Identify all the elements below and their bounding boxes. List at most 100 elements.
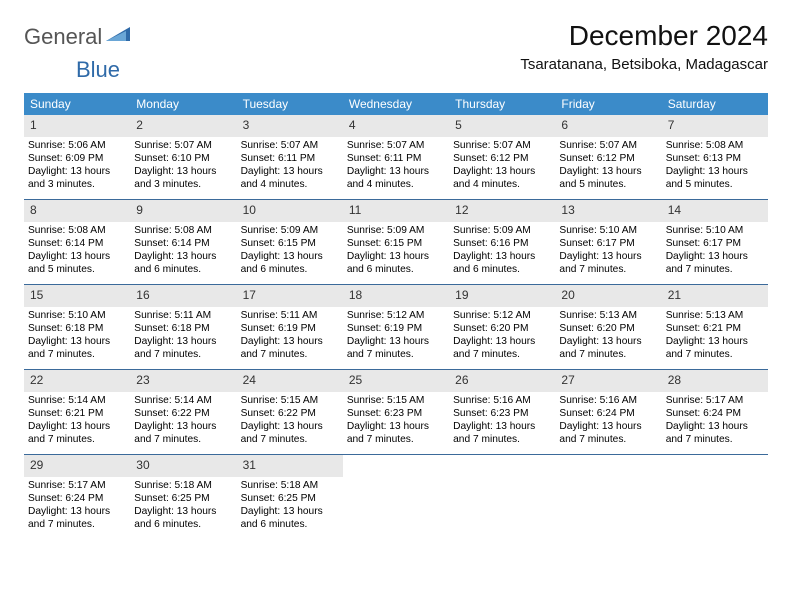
day-number: 16 xyxy=(130,285,236,307)
daylight-text: Daylight: 13 hours and 6 minutes. xyxy=(449,250,555,277)
sunset-text: Sunset: 6:23 PM xyxy=(343,407,449,420)
calendar: Sunday Monday Tuesday Wednesday Thursday… xyxy=(24,93,768,539)
sunrise-text: Sunrise: 5:10 AM xyxy=(24,309,130,322)
sunset-text: Sunset: 6:20 PM xyxy=(449,322,555,335)
sunrise-text: Sunrise: 5:12 AM xyxy=(449,309,555,322)
sunrise-text: Sunrise: 5:18 AM xyxy=(237,479,343,492)
daylight-text: Daylight: 13 hours and 7 minutes. xyxy=(555,250,661,277)
day-header-fri: Friday xyxy=(555,93,661,115)
sunset-text: Sunset: 6:15 PM xyxy=(237,237,343,250)
daylight-text: Daylight: 13 hours and 3 minutes. xyxy=(130,165,236,192)
sunrise-text: Sunrise: 5:13 AM xyxy=(662,309,768,322)
day-cell: 2 Sunrise: 5:07 AM Sunset: 6:10 PM Dayli… xyxy=(130,115,236,199)
daylight-text: Daylight: 13 hours and 5 minutes. xyxy=(24,250,130,277)
sunset-text: Sunset: 6:10 PM xyxy=(130,152,236,165)
day-header-mon: Monday xyxy=(130,93,236,115)
sunset-text: Sunset: 6:17 PM xyxy=(662,237,768,250)
day-number: 5 xyxy=(449,115,555,137)
day-number: 8 xyxy=(24,200,130,222)
day-cell: 18 Sunrise: 5:12 AM Sunset: 6:19 PM Dayl… xyxy=(343,285,449,369)
weeks-container: 1 Sunrise: 5:06 AM Sunset: 6:09 PM Dayli… xyxy=(24,115,768,539)
day-header-row: Sunday Monday Tuesday Wednesday Thursday… xyxy=(24,93,768,115)
sunset-text: Sunset: 6:23 PM xyxy=(449,407,555,420)
sunset-text: Sunset: 6:18 PM xyxy=(24,322,130,335)
sunset-text: Sunset: 6:24 PM xyxy=(662,407,768,420)
daylight-text: Daylight: 13 hours and 7 minutes. xyxy=(237,335,343,362)
day-number: 29 xyxy=(24,455,130,477)
day-number: 13 xyxy=(555,200,661,222)
day-cell: 10 Sunrise: 5:09 AM Sunset: 6:15 PM Dayl… xyxy=(237,200,343,284)
day-cell: 9 Sunrise: 5:08 AM Sunset: 6:14 PM Dayli… xyxy=(130,200,236,284)
day-cell: 19 Sunrise: 5:12 AM Sunset: 6:20 PM Dayl… xyxy=(449,285,555,369)
logo-mark-icon xyxy=(106,23,130,41)
sunset-text: Sunset: 6:22 PM xyxy=(237,407,343,420)
sunrise-text: Sunrise: 5:07 AM xyxy=(343,139,449,152)
day-number: 25 xyxy=(343,370,449,392)
sunrise-text: Sunrise: 5:13 AM xyxy=(555,309,661,322)
sunset-text: Sunset: 6:19 PM xyxy=(237,322,343,335)
week-row: 1 Sunrise: 5:06 AM Sunset: 6:09 PM Dayli… xyxy=(24,115,768,199)
day-cell-empty xyxy=(555,455,661,539)
day-number: 30 xyxy=(130,455,236,477)
sunrise-text: Sunrise: 5:15 AM xyxy=(343,394,449,407)
day-number: 12 xyxy=(449,200,555,222)
daylight-text: Daylight: 13 hours and 4 minutes. xyxy=(237,165,343,192)
day-number: 19 xyxy=(449,285,555,307)
day-cell: 14 Sunrise: 5:10 AM Sunset: 6:17 PM Dayl… xyxy=(662,200,768,284)
sunrise-text: Sunrise: 5:17 AM xyxy=(662,394,768,407)
day-header-sat: Saturday xyxy=(662,93,768,115)
day-number: 31 xyxy=(237,455,343,477)
daylight-text: Daylight: 13 hours and 6 minutes. xyxy=(343,250,449,277)
day-number: 9 xyxy=(130,200,236,222)
day-cell: 29 Sunrise: 5:17 AM Sunset: 6:24 PM Dayl… xyxy=(24,455,130,539)
day-cell: 15 Sunrise: 5:10 AM Sunset: 6:18 PM Dayl… xyxy=(24,285,130,369)
logo-text-blue: Blue xyxy=(76,57,120,82)
day-number: 3 xyxy=(237,115,343,137)
sunset-text: Sunset: 6:25 PM xyxy=(237,492,343,505)
daylight-text: Daylight: 13 hours and 7 minutes. xyxy=(343,335,449,362)
sunrise-text: Sunrise: 5:11 AM xyxy=(237,309,343,322)
sunset-text: Sunset: 6:13 PM xyxy=(662,152,768,165)
sunrise-text: Sunrise: 5:15 AM xyxy=(237,394,343,407)
day-cell: 31 Sunrise: 5:18 AM Sunset: 6:25 PM Dayl… xyxy=(237,455,343,539)
day-cell: 1 Sunrise: 5:06 AM Sunset: 6:09 PM Dayli… xyxy=(24,115,130,199)
day-number: 21 xyxy=(662,285,768,307)
day-number: 1 xyxy=(24,115,130,137)
day-number: 28 xyxy=(662,370,768,392)
day-number: 4 xyxy=(343,115,449,137)
sunrise-text: Sunrise: 5:17 AM xyxy=(24,479,130,492)
day-cell: 30 Sunrise: 5:18 AM Sunset: 6:25 PM Dayl… xyxy=(130,455,236,539)
daylight-text: Daylight: 13 hours and 6 minutes. xyxy=(237,505,343,532)
sunset-text: Sunset: 6:24 PM xyxy=(24,492,130,505)
sunrise-text: Sunrise: 5:07 AM xyxy=(449,139,555,152)
day-cell: 24 Sunrise: 5:15 AM Sunset: 6:22 PM Dayl… xyxy=(237,370,343,454)
daylight-text: Daylight: 13 hours and 7 minutes. xyxy=(555,420,661,447)
logo: General xyxy=(24,20,130,50)
sunset-text: Sunset: 6:11 PM xyxy=(343,152,449,165)
sunrise-text: Sunrise: 5:14 AM xyxy=(24,394,130,407)
daylight-text: Daylight: 13 hours and 7 minutes. xyxy=(662,335,768,362)
daylight-text: Daylight: 13 hours and 7 minutes. xyxy=(449,335,555,362)
daylight-text: Daylight: 13 hours and 7 minutes. xyxy=(24,505,130,532)
sunrise-text: Sunrise: 5:08 AM xyxy=(662,139,768,152)
daylight-text: Daylight: 13 hours and 7 minutes. xyxy=(130,420,236,447)
sunrise-text: Sunrise: 5:16 AM xyxy=(449,394,555,407)
day-cell: 4 Sunrise: 5:07 AM Sunset: 6:11 PM Dayli… xyxy=(343,115,449,199)
sunrise-text: Sunrise: 5:09 AM xyxy=(343,224,449,237)
day-cell: 13 Sunrise: 5:10 AM Sunset: 6:17 PM Dayl… xyxy=(555,200,661,284)
day-number: 2 xyxy=(130,115,236,137)
day-header-thu: Thursday xyxy=(449,93,555,115)
daylight-text: Daylight: 13 hours and 5 minutes. xyxy=(555,165,661,192)
daylight-text: Daylight: 13 hours and 7 minutes. xyxy=(662,250,768,277)
daylight-text: Daylight: 13 hours and 7 minutes. xyxy=(662,420,768,447)
sunset-text: Sunset: 6:21 PM xyxy=(662,322,768,335)
day-number: 15 xyxy=(24,285,130,307)
day-cell: 26 Sunrise: 5:16 AM Sunset: 6:23 PM Dayl… xyxy=(449,370,555,454)
day-cell-empty xyxy=(343,455,449,539)
sunrise-text: Sunrise: 5:14 AM xyxy=(130,394,236,407)
sunrise-text: Sunrise: 5:07 AM xyxy=(555,139,661,152)
sunrise-text: Sunrise: 5:08 AM xyxy=(24,224,130,237)
day-cell: 5 Sunrise: 5:07 AM Sunset: 6:12 PM Dayli… xyxy=(449,115,555,199)
daylight-text: Daylight: 13 hours and 7 minutes. xyxy=(449,420,555,447)
week-row: 29 Sunrise: 5:17 AM Sunset: 6:24 PM Dayl… xyxy=(24,454,768,539)
